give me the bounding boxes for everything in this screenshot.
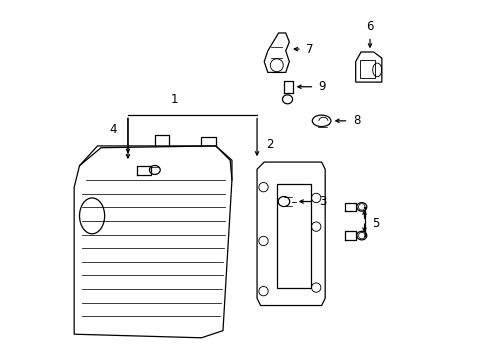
Text: 6: 6 (366, 19, 373, 33)
Text: 1: 1 (170, 94, 178, 107)
Text: 5: 5 (371, 216, 378, 230)
Text: 4: 4 (110, 123, 117, 136)
Text: 3: 3 (318, 195, 325, 208)
Text: 9: 9 (318, 80, 325, 93)
Text: 2: 2 (265, 138, 273, 150)
Text: 7: 7 (305, 42, 313, 55)
Bar (360, 60, 375, 78)
Text: 8: 8 (352, 114, 360, 127)
